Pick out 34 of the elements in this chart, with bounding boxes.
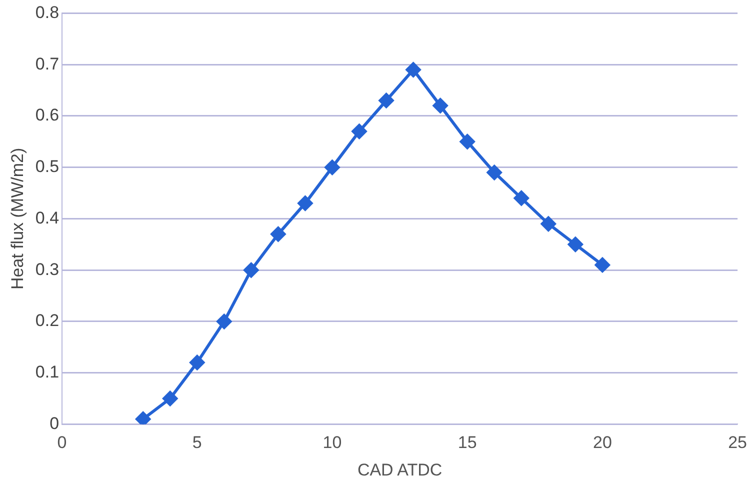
- y-tick-label: 0.6: [35, 106, 60, 125]
- y-axis-title: Heat flux (MW/m2): [8, 148, 27, 290]
- point: [216, 314, 232, 329]
- y-tick-label: 0.7: [35, 54, 60, 74]
- point: [594, 257, 610, 272]
- x-tick-label: 10: [322, 433, 342, 452]
- point: [162, 391, 178, 406]
- point: [406, 62, 421, 78]
- point: [352, 124, 367, 139]
- point: [486, 164, 502, 180]
- point: [460, 134, 475, 150]
- y-tick-label: 0.4: [35, 208, 60, 228]
- y-tick-label: 0: [50, 414, 60, 433]
- x-tick-label: 5: [192, 433, 202, 452]
- point: [378, 93, 394, 108]
- point: [514, 190, 529, 206]
- point: [244, 262, 259, 278]
- y-tick-label: 0.5: [35, 157, 60, 176]
- y-tick-label: 0.2: [35, 311, 60, 330]
- x-tick-label: 20: [592, 433, 612, 452]
- x-axis-title: CAD ATDC: [357, 460, 442, 480]
- point: [298, 196, 313, 211]
- point: [324, 160, 340, 175]
- y-tick-label: 0.3: [35, 260, 60, 279]
- point: [568, 236, 583, 252]
- y-tick-label: 0.1: [35, 362, 60, 382]
- point: [270, 226, 286, 242]
- y-tick-label: 0.8: [35, 2, 60, 22]
- x-tick-label: 25: [728, 433, 748, 452]
- point: [136, 412, 151, 424]
- point: [432, 98, 448, 114]
- x-tick-label: 15: [458, 433, 477, 452]
- point: [540, 216, 556, 232]
- point: [190, 355, 205, 370]
